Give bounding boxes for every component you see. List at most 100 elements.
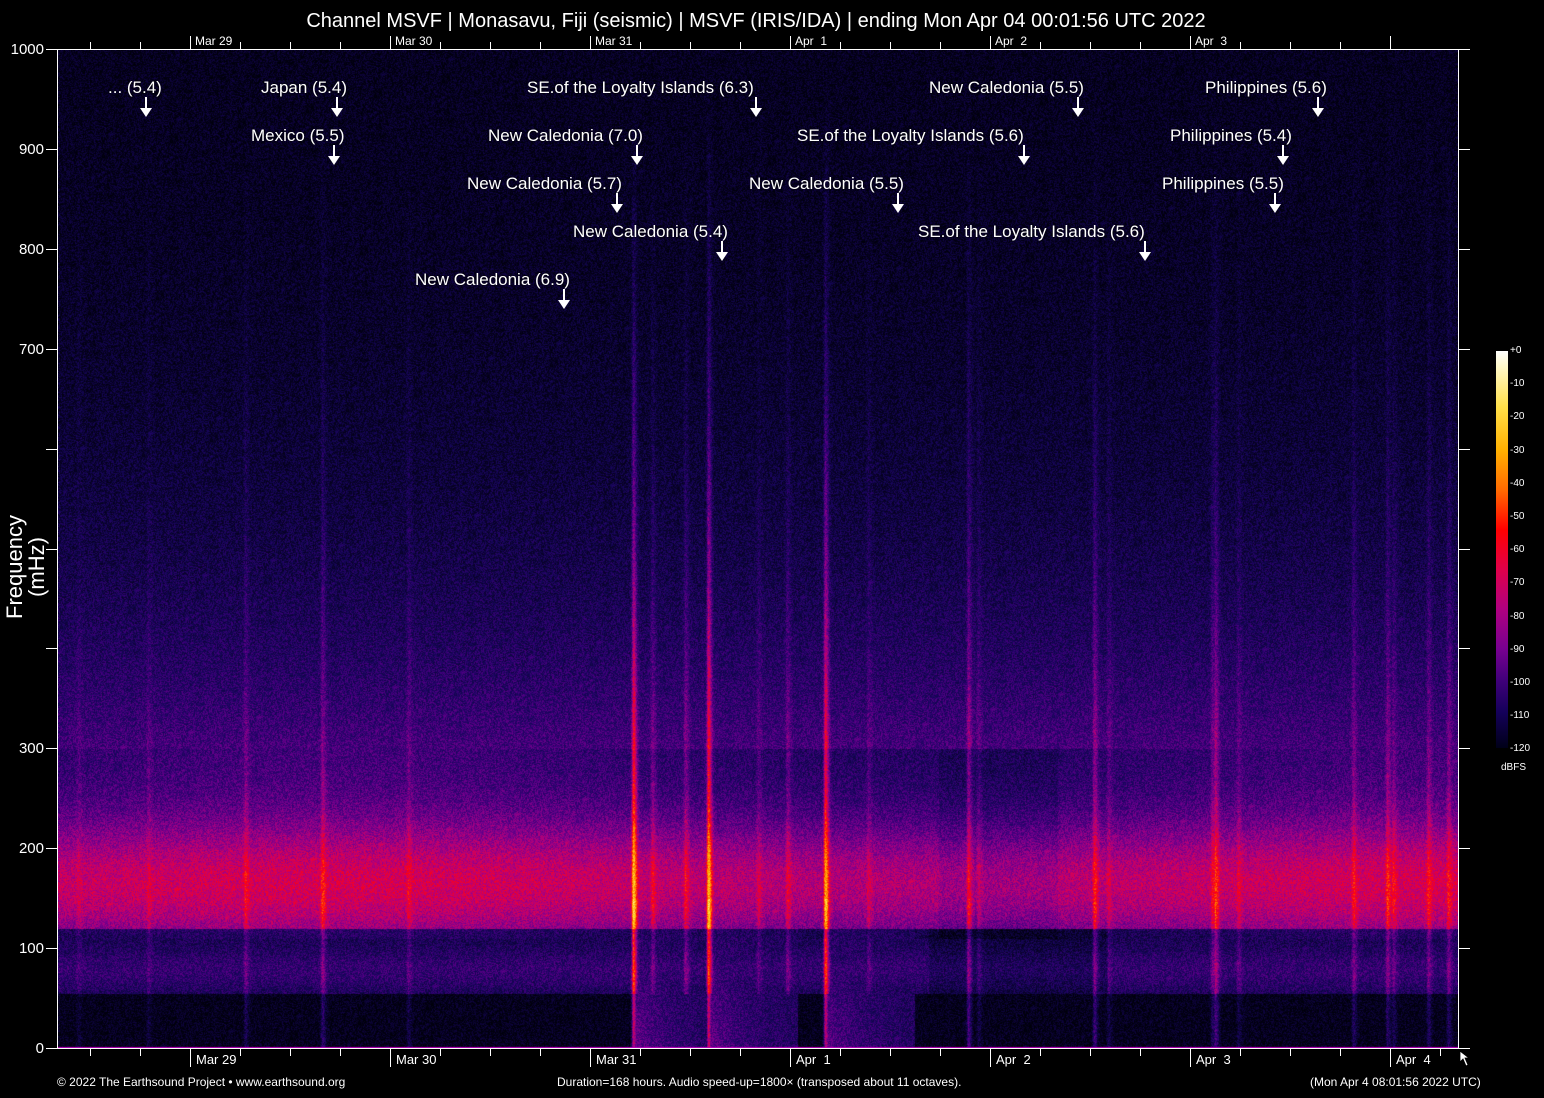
x-tick-top xyxy=(1090,42,1091,49)
y-tick-right xyxy=(1459,249,1470,250)
y-tick-right xyxy=(1459,848,1470,849)
y-tick-label: 900 xyxy=(18,141,44,158)
x-tick-label-top: Mar 31 xyxy=(595,34,633,48)
colorbar-tick-label: -110 xyxy=(1510,710,1530,721)
x-tick xyxy=(1190,1048,1191,1067)
down-arrow-icon xyxy=(1312,97,1324,117)
y-tick-right xyxy=(1459,449,1470,450)
x-tick-label-top: Mar 29 xyxy=(195,34,233,48)
x-tick xyxy=(1390,1048,1391,1067)
x-tick-top xyxy=(1340,42,1341,49)
x-tick xyxy=(1240,1048,1241,1056)
x-tick xyxy=(740,1048,741,1056)
x-tick xyxy=(1440,1048,1441,1056)
x-tick-label: Apr 1 xyxy=(796,1052,831,1067)
x-tick-label-top: Apr 1 xyxy=(795,34,828,48)
x-tick-top xyxy=(390,36,391,49)
colorbar xyxy=(1496,351,1508,748)
footer-duration: Duration=168 hours. Audio speed-up=1800×… xyxy=(557,1075,962,1089)
y-tick xyxy=(46,748,57,749)
event-label: SE.of the Loyalty Islands (6.3) xyxy=(527,78,754,97)
x-tick xyxy=(990,1048,991,1067)
x-tick xyxy=(290,1048,291,1056)
y-tick-right xyxy=(1459,349,1470,350)
y-tick-right xyxy=(1459,549,1470,550)
x-tick-label: Apr 4 xyxy=(1396,1052,1431,1067)
x-tick-top xyxy=(740,42,741,49)
event-label: ... (5.4) xyxy=(108,78,162,97)
event-label: Japan (5.4) xyxy=(261,78,347,97)
x-tick xyxy=(90,1048,91,1056)
colorbar-tick-label: -20 xyxy=(1510,411,1525,422)
down-arrow-icon xyxy=(1139,241,1151,261)
x-tick-top xyxy=(440,42,441,49)
colorbar-tick-label: -90 xyxy=(1510,644,1525,655)
x-tick xyxy=(190,1048,191,1067)
x-tick-label: Mar 31 xyxy=(596,1052,637,1067)
event-label: Mexico (5.5) xyxy=(251,126,345,145)
down-arrow-icon xyxy=(558,289,570,309)
x-tick-top xyxy=(840,42,841,49)
x-tick xyxy=(690,1048,691,1056)
colorbar-tick-label: -40 xyxy=(1510,478,1525,489)
x-tick-label-top: Mar 30 xyxy=(395,34,433,48)
down-arrow-icon xyxy=(331,97,343,117)
down-arrow-icon xyxy=(1269,193,1281,213)
x-tick xyxy=(340,1048,341,1056)
colorbar-tick-label: -60 xyxy=(1510,544,1525,555)
x-tick-label-top: Apr 2 xyxy=(995,34,1028,48)
y-tick-right xyxy=(1459,948,1470,949)
x-tick-top xyxy=(890,42,891,49)
x-tick-top xyxy=(1040,42,1041,49)
x-tick-top xyxy=(940,42,941,49)
x-tick xyxy=(890,1048,891,1056)
spectrogram-heatmap xyxy=(58,50,1458,1048)
x-tick-top xyxy=(340,42,341,49)
y-tick xyxy=(46,149,57,150)
x-tick xyxy=(640,1048,641,1056)
y-tick xyxy=(46,948,57,949)
x-tick xyxy=(1290,1048,1291,1056)
down-arrow-icon xyxy=(1018,145,1030,165)
colorbar-tick-label: -50 xyxy=(1510,511,1525,522)
x-tick xyxy=(790,1048,791,1067)
x-tick xyxy=(490,1048,491,1056)
x-tick-top xyxy=(790,36,791,49)
down-arrow-icon xyxy=(892,193,904,213)
event-label: New Caledonia (7.0) xyxy=(488,126,643,145)
x-tick xyxy=(540,1048,541,1056)
x-tick-top xyxy=(290,42,291,49)
x-tick-top xyxy=(1140,42,1141,49)
y-tick-right xyxy=(1459,748,1470,749)
mouse-cursor-icon xyxy=(1459,1050,1471,1067)
x-tick-top xyxy=(1240,42,1241,49)
y-tick-label: 300 xyxy=(18,740,44,757)
x-tick-label: Mar 29 xyxy=(196,1052,237,1067)
x-axis-line xyxy=(57,1048,1459,1049)
y-tick-right xyxy=(1459,149,1470,150)
y-tick-label: 800 xyxy=(18,241,44,258)
event-label: SE.of the Loyalty Islands (5.6) xyxy=(918,222,1145,241)
x-tick-top xyxy=(240,42,241,49)
y-tick xyxy=(46,848,57,849)
event-label: New Caledonia (6.9) xyxy=(415,270,570,289)
y-tick-label: 700 xyxy=(18,341,44,358)
x-tick xyxy=(440,1048,441,1056)
event-label: New Caledonia (5.5) xyxy=(929,78,1084,97)
y-tick-right xyxy=(1459,1048,1470,1049)
y-tick-right xyxy=(1459,49,1470,50)
x-tick xyxy=(240,1048,241,1056)
x-tick xyxy=(590,1048,591,1067)
y-axis-title: Frequency (mHz) xyxy=(2,515,49,619)
x-tick-top xyxy=(190,36,191,49)
colorbar-tick-label: -30 xyxy=(1510,445,1525,456)
x-tick-top xyxy=(540,42,541,49)
down-arrow-icon xyxy=(750,97,762,117)
x-tick xyxy=(1090,1048,1091,1056)
colorbar-tick-label: -10 xyxy=(1510,378,1525,389)
x-tick-label: Apr 3 xyxy=(1196,1052,1231,1067)
down-arrow-icon xyxy=(1072,97,1084,117)
x-tick xyxy=(1340,1048,1341,1056)
y-tick xyxy=(46,648,57,649)
colorbar-tick-label: -120 xyxy=(1510,743,1531,754)
